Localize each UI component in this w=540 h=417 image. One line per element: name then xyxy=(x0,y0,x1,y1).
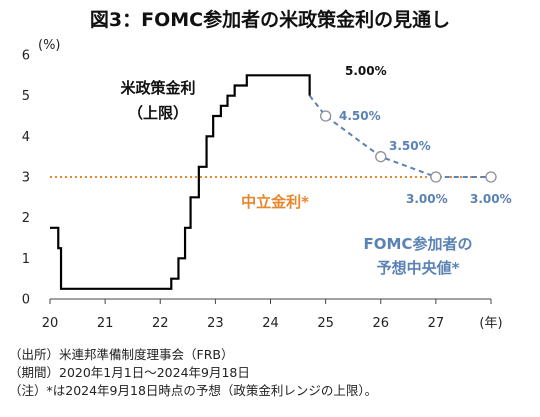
x-axis-tickmarks xyxy=(49,299,492,304)
x-tick-label: 22 xyxy=(152,316,169,331)
note-source: （出所）米連邦準備制度理事会（FRB） xyxy=(9,347,234,362)
data-label-3-00-28: 3.00% xyxy=(470,192,512,206)
note-remark: （注）*は2024年9月18日時点の予想（政策金利レンジの上限）。 xyxy=(9,383,378,398)
footnotes: （出所）米連邦準備制度理事会（FRB） （期間）2020年1月1日～2024年9… xyxy=(9,346,534,400)
x-tick-label: 23 xyxy=(207,316,224,331)
y-axis-unit: (%) xyxy=(38,38,61,53)
median-forecast-point xyxy=(319,110,332,122)
y-axis-ticks: 0 1 2 3 4 5 6 xyxy=(22,49,30,308)
y-tick-label: 0 xyxy=(22,293,30,308)
y-tick-label: 4 xyxy=(22,130,30,145)
data-label-5-00: 5.00% xyxy=(345,64,387,78)
x-tick-label: 20 xyxy=(42,316,59,331)
y-tick-label: 3 xyxy=(22,171,30,186)
data-label-3-50: 3.50% xyxy=(389,139,431,153)
median-forecast-point xyxy=(485,171,497,183)
y-tick-label: 5 xyxy=(22,89,30,104)
x-tick-label: 21 xyxy=(97,316,114,331)
x-axis-ticks: 20 21 22 23 24 25 26 27 (年) xyxy=(42,316,503,331)
median-forecast-label-line2: 予想中央値* xyxy=(377,259,460,277)
x-tick-label: 24 xyxy=(262,316,279,331)
y-tick-label: 2 xyxy=(22,211,30,226)
policy-rate-label-line2: （上限） xyxy=(128,104,188,122)
y-tick-label: 6 xyxy=(22,49,30,64)
data-label-3-00-27: 3.00% xyxy=(406,192,448,206)
chart-title: 図3：FOMC参加者の米政策金利の見通し xyxy=(90,8,450,31)
median-forecast-point xyxy=(430,171,442,183)
policy-rate-label: 米政策金利 xyxy=(120,79,195,97)
median-forecast-line xyxy=(308,95,491,178)
neutral-rate-label: 中立金利* xyxy=(241,193,309,211)
plot-area xyxy=(50,74,497,290)
x-tick-label: 27 xyxy=(428,316,445,331)
y-tick-label: 1 xyxy=(22,252,30,267)
data-label-4-50: 4.50% xyxy=(339,109,381,123)
note-period: （期間）2020年1月1日～2024年9月18日 xyxy=(9,365,250,380)
x-tick-label: 26 xyxy=(372,316,389,331)
x-tick-label: 25 xyxy=(317,316,334,331)
policy-rate-line xyxy=(50,74,311,290)
x-tick-label: (年) xyxy=(479,316,502,331)
median-forecast-label: FOMC参加者の xyxy=(364,235,473,253)
median-forecast-point xyxy=(375,151,387,163)
